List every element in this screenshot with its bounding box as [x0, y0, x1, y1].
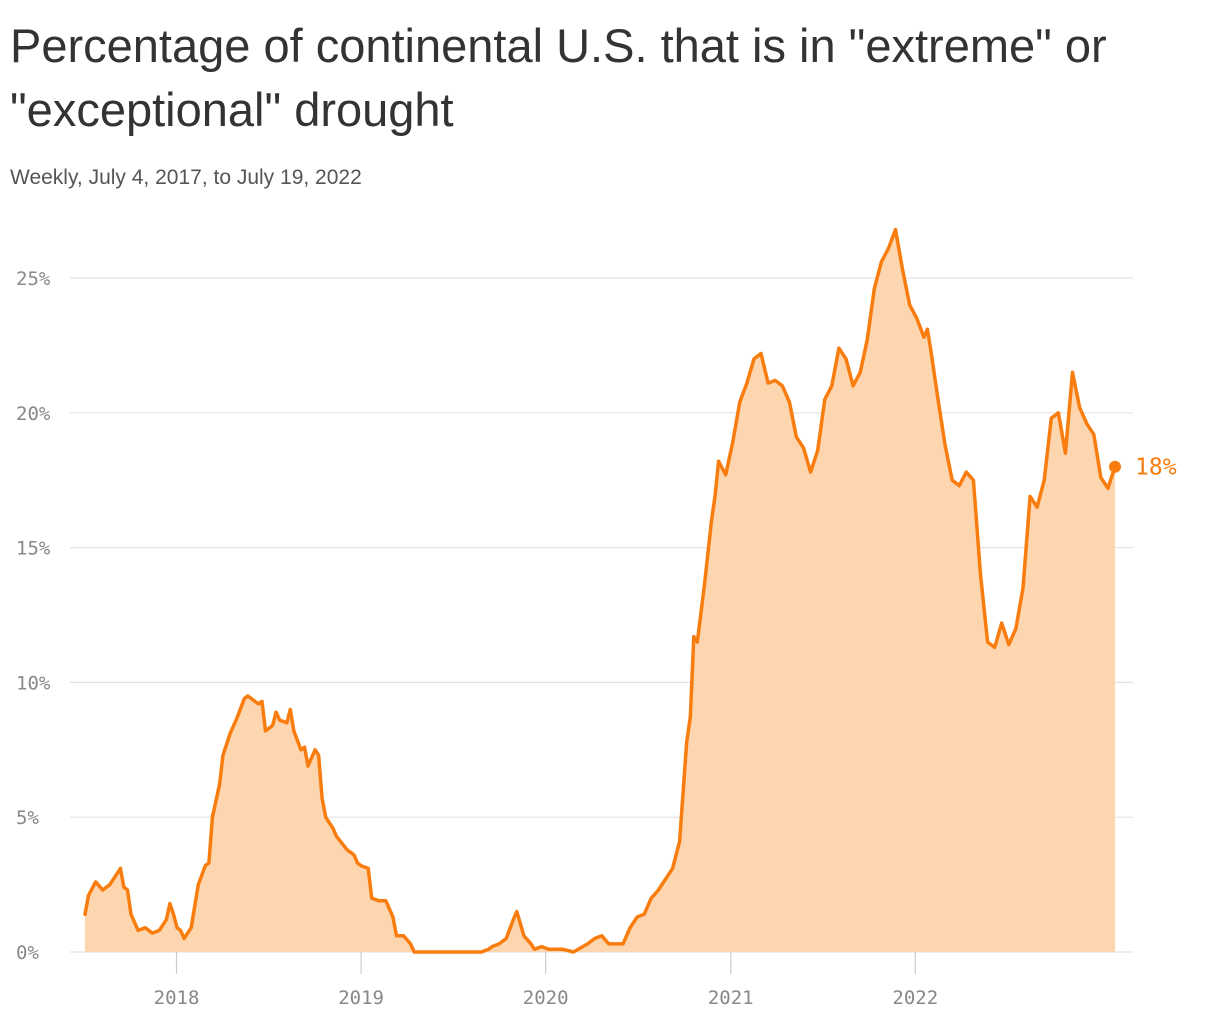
drought-series-line [83, 227, 1117, 954]
x-tick-label: 2021 [708, 987, 754, 1009]
latest-value-dot [1109, 460, 1121, 473]
drought-area-fill [85, 229, 1115, 952]
latest-value-label: 18% [1135, 455, 1177, 481]
x-tick-label: 2022 [892, 987, 938, 1009]
y-tick-label: 20% [16, 403, 51, 425]
chart-subtitle: Weekly, July 4, 2017, to July 19, 2022 [10, 166, 362, 189]
x-tick-label: 2019 [338, 987, 384, 1009]
y-tick-label: 10% [16, 672, 51, 694]
y-tick-label: 25% [16, 268, 51, 290]
y-axis-ticks: 0% 5% 10% 15% 20% 25% [16, 268, 51, 964]
x-tick-label: 2020 [523, 987, 569, 1009]
y-tick-label: 5% [16, 807, 39, 829]
y-tick-label: 0% [16, 942, 39, 964]
x-tick-label: 2018 [154, 987, 200, 1009]
chart-title: Percentage of continental U.S. that is i… [10, 19, 1107, 136]
y-tick-label: 15% [16, 538, 51, 560]
x-axis-ticks: 2018 2019 2020 2021 2022 [154, 952, 938, 1009]
